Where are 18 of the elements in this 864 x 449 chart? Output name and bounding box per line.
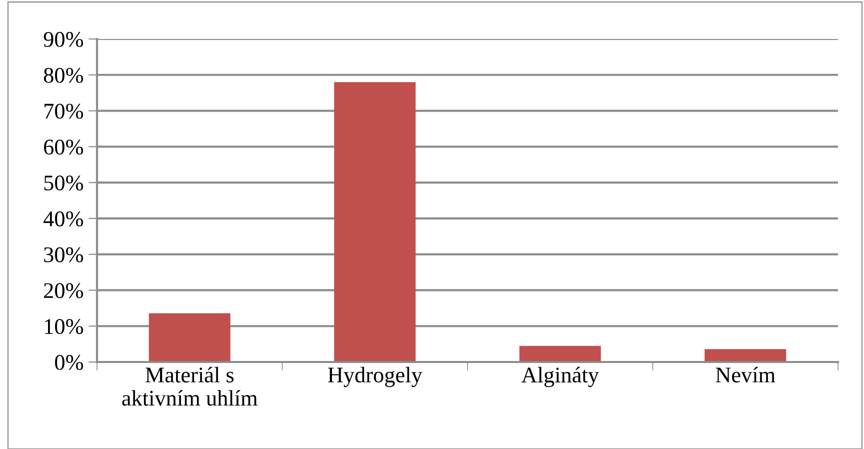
x-tick-label: Nevím bbox=[716, 366, 776, 382]
y-tick-label: 0% bbox=[55, 354, 84, 370]
y-tick-label: 90% bbox=[44, 32, 84, 47]
y-tick-label: 30% bbox=[44, 247, 84, 262]
y-tick-label: 20% bbox=[44, 283, 84, 298]
bar bbox=[148, 313, 230, 362]
x-tick-label: Materiál s aktivním uhlím bbox=[122, 366, 258, 406]
y-tick-label: 60% bbox=[44, 140, 84, 155]
y-tick-label: 80% bbox=[44, 68, 84, 83]
bar bbox=[704, 349, 786, 362]
y-tick-label: 50% bbox=[44, 175, 84, 191]
bar bbox=[519, 346, 601, 362]
y-tick-label: 10% bbox=[45, 319, 84, 334]
bar bbox=[334, 82, 416, 362]
x-tick-label: Algináty bbox=[521, 366, 599, 388]
y-tick-label: 70% bbox=[44, 104, 84, 119]
y-tick-label: 40% bbox=[44, 211, 84, 226]
x-tick-label: Hydrogely bbox=[328, 366, 422, 388]
